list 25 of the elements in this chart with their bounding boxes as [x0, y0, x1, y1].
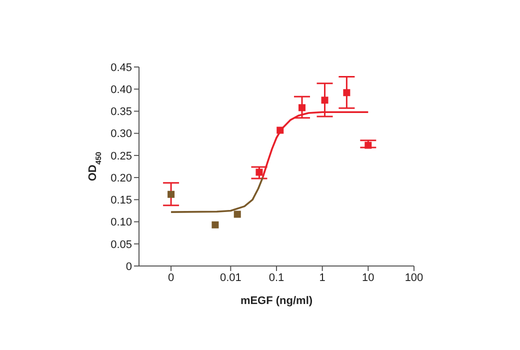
- y-tick-label: 0.20: [110, 172, 132, 184]
- point: [343, 89, 350, 96]
- x-tick-label: 100: [404, 272, 424, 284]
- point: [212, 221, 219, 228]
- x-tick-label: 1: [319, 272, 326, 284]
- x-tick-label: 0.1: [268, 272, 284, 284]
- y-tick-label: 0: [126, 260, 132, 273]
- y-tick-label: 0.10: [110, 216, 132, 229]
- y-tick-label: 0.30: [110, 128, 132, 140]
- point: [298, 104, 306, 112]
- y-tick-label: 0.40: [110, 84, 132, 96]
- point: [256, 168, 263, 176]
- point: [234, 210, 241, 218]
- point: [364, 142, 372, 149]
- x-axis-title: mEGF (ng/ml): [240, 295, 313, 307]
- y-tick-label: 0.35: [110, 106, 132, 118]
- point: [321, 96, 328, 104]
- y-tick-label: 0.05: [110, 238, 132, 251]
- y-tick-label: 0.45: [110, 62, 132, 74]
- x-tick-label: 10: [362, 272, 374, 284]
- x-tick-label: 0: [168, 272, 174, 284]
- point: [276, 126, 284, 134]
- y-tick-label: 0.15: [110, 194, 132, 207]
- x-tick-label: 0.01: [220, 272, 242, 284]
- y-tick-label: 0.25: [110, 150, 132, 162]
